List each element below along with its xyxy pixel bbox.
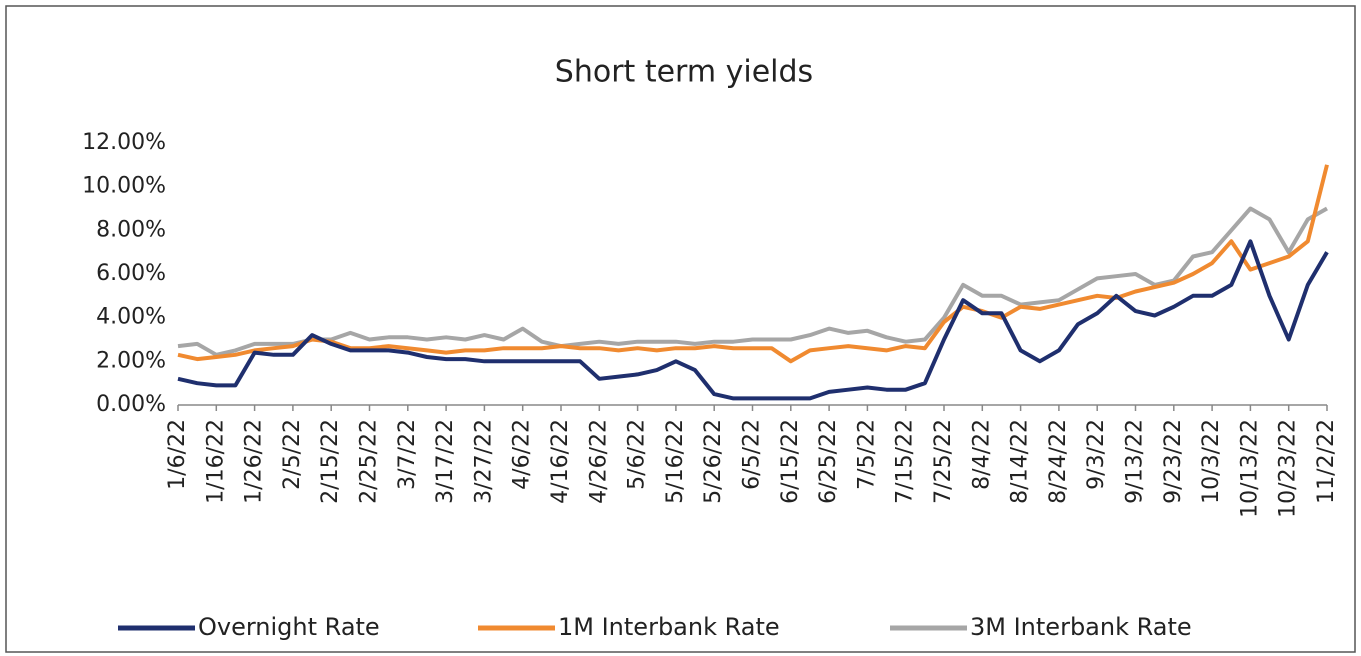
x-tick-label: 2/5/22: [280, 419, 305, 490]
x-tick-label: 5/6/22: [625, 419, 650, 490]
y-tick-label: 8.00%: [96, 217, 166, 242]
y-tick-label: 10.00%: [82, 174, 166, 199]
y-tick-label: 4.00%: [96, 305, 166, 330]
x-tick-label: 10/13/22: [1237, 419, 1262, 518]
x-tick-label: 4/6/22: [510, 419, 535, 490]
x-tick-label: 4/16/22: [548, 419, 573, 504]
y-tick-label: 0.00%: [96, 392, 166, 417]
x-tick-label: 9/23/22: [1161, 419, 1186, 504]
x-tick-label: 3/7/22: [395, 419, 420, 490]
series-line: [177, 206, 1328, 357]
x-tick-label: 2/25/22: [357, 419, 382, 504]
x-tick-label: 2/15/22: [318, 419, 343, 504]
x-tick-label: 7/15/22: [893, 419, 918, 504]
y-tick-label: 12.00%: [82, 130, 166, 155]
x-tick-label: 1/6/22: [165, 419, 190, 490]
x-tick-label: 3/17/22: [433, 419, 458, 504]
series-line: [177, 164, 1329, 364]
x-tick-label: 1/26/22: [242, 419, 267, 504]
chart-title: Short term yields: [555, 55, 813, 90]
x-tick-label: 6/5/22: [740, 419, 765, 490]
x-tick-label: 3/27/22: [471, 419, 496, 504]
x-tick-label: 1/16/22: [203, 419, 228, 504]
series-line: [177, 239, 1329, 401]
x-tick-label: 9/3/22: [1084, 419, 1109, 490]
y-tick-label: 6.00%: [96, 261, 166, 286]
legend-label: Overnight Rate: [198, 613, 380, 641]
x-tick-label: 8/4/22: [969, 419, 994, 490]
x-tick-label: 10/23/22: [1276, 419, 1301, 518]
x-tick-label: 9/13/22: [1123, 419, 1148, 504]
x-tick-label: 5/16/22: [663, 419, 688, 504]
x-tick-label: 6/15/22: [778, 419, 803, 504]
y-tick-label: 2.00%: [96, 348, 166, 373]
chart-border: [5, 5, 1356, 653]
x-tick-label: 5/26/22: [701, 419, 726, 504]
x-tick-label: 7/25/22: [931, 419, 956, 504]
x-tick-label: 8/14/22: [1008, 419, 1033, 504]
x-tick-label: 11/2/22: [1314, 419, 1339, 504]
x-tick-label: 7/5/22: [854, 419, 879, 490]
x-tick-label: 8/24/22: [1046, 419, 1071, 504]
x-tick-label: 6/25/22: [816, 419, 841, 504]
legend-label: 1M Interbank Rate: [558, 613, 780, 641]
x-tick-label: 4/26/22: [586, 419, 611, 504]
legend-label: 3M Interbank Rate: [970, 613, 1192, 641]
x-tick-label: 10/3/22: [1199, 419, 1224, 504]
